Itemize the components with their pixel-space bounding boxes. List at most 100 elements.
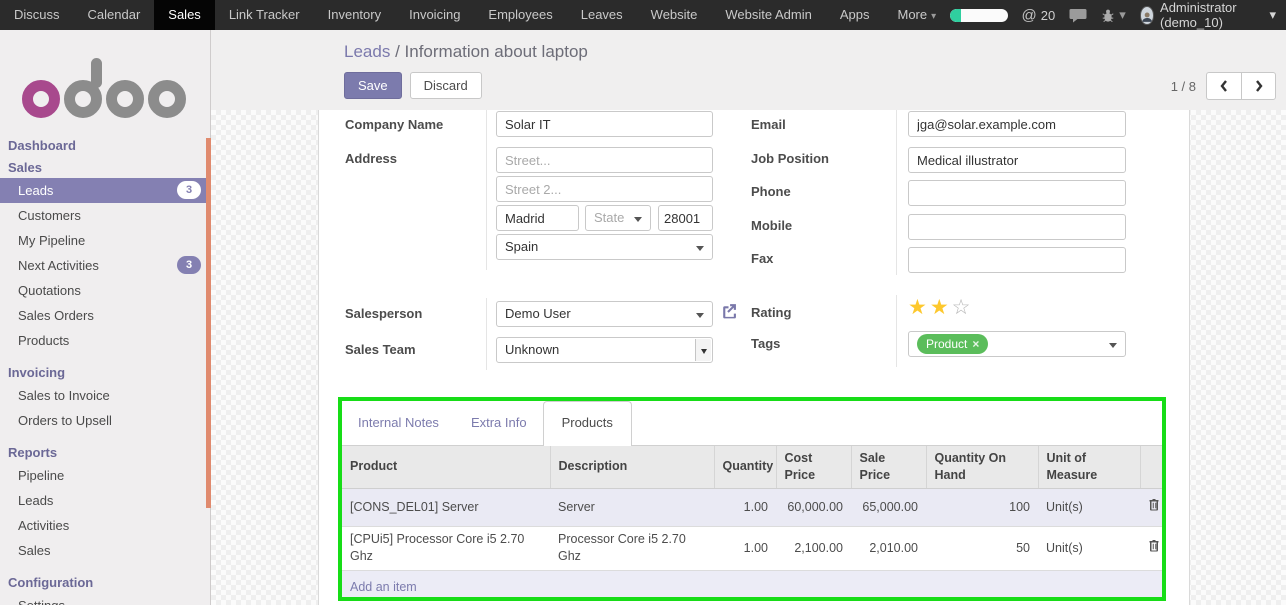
add-item-link[interactable]: Add an item [342,570,1162,597]
col-actions [1140,446,1162,489]
odoo-logo[interactable] [22,58,186,118]
star-empty-icon[interactable]: ☆ [951,296,974,319]
table-row[interactable]: [CONS_DEL01] Server Server 1.00 60,000.0… [342,488,1162,527]
cell-uom[interactable]: Unit(s) [1038,488,1140,527]
country-field[interactable]: Spain [496,234,713,260]
phone-field[interactable] [908,180,1126,206]
nav-item-inventory[interactable]: Inventory [327,7,382,22]
cell-quantity[interactable]: 1.00 [714,526,776,571]
top-navbar: Discuss Calendar Sales Link Tracker Inve… [0,0,1286,30]
nav-item-more[interactable]: More ▾ [884,0,951,30]
sidebar-item-my-pipeline[interactable]: My Pipeline [18,233,86,248]
cell-description[interactable]: Processor Core i5 2.70 Ghz [550,526,714,571]
cell-cost-price[interactable]: 2,100.00 [776,526,851,571]
cell-quantity[interactable]: 1.00 [714,488,776,527]
nav-item-website-admin[interactable]: Website Admin [725,7,812,22]
nav-item-apps[interactable]: Apps [839,7,870,22]
fax-field[interactable] [908,247,1126,273]
discard-button[interactable]: Discard [409,72,482,99]
tab-extra-info[interactable]: Extra Info [470,415,527,430]
col-sale-price: Sale Price [851,446,927,489]
nav-item-link-tracker[interactable]: Link Tracker [228,7,300,22]
tag-product: Product × [917,334,989,354]
sidebar-section-configuration: Configuration [8,575,94,590]
nav-item-calendar[interactable]: Calendar [87,7,141,22]
email-field[interactable] [908,111,1126,137]
nav-item-sales[interactable]: Sales [154,0,215,30]
sidebar-item-activities[interactable]: Activities [18,518,70,533]
table-row[interactable]: [CPUi5] Processor Core i5 2.70 Ghz Proce… [342,526,1162,571]
street2-field[interactable] [496,176,713,202]
sidebar-item-report-leads[interactable]: Leads [18,493,54,508]
sidebar-item-label: Leads [18,183,54,198]
company-name-field[interactable] [496,111,713,137]
highlight-box: Internal Notes Extra Info Products Produ… [338,397,1166,601]
chevron-down-icon [634,217,642,222]
nav-item-leaves[interactable]: Leaves [580,7,623,22]
delete-row-icon[interactable] [1140,526,1162,571]
breadcrumb-separator: / [395,42,400,61]
sidebar-item-leads[interactable]: 3 Leads [0,178,210,203]
mobile-field[interactable] [908,214,1126,240]
nav-item-discuss[interactable]: Discuss [14,7,60,22]
sidebar-item-sales-to-invoice[interactable]: Sales to Invoice [18,388,110,403]
sidebar-item-products[interactable]: Products [18,333,70,348]
cell-product[interactable]: [CONS_DEL01] Server [342,488,550,527]
user-name: Administrator (demo_10) [1160,0,1237,30]
sidebar-item-quotations[interactable]: Quotations [18,283,81,298]
save-button[interactable]: Save [344,72,402,99]
cell-qty-on-hand[interactable]: 50 [926,526,1038,571]
tags-field[interactable]: Product × [908,331,1126,357]
inbox-counter[interactable]: @ 20 [1022,7,1056,24]
chevron-down-icon: ▾ [1269,7,1276,22]
salesperson-field[interactable]: Demo User [496,301,713,327]
breadcrumb-leads-link[interactable]: Leads [344,42,391,61]
user-menu[interactable]: Administrator (demo_10) ▾ [1139,0,1276,30]
star-filled-icon[interactable]: ★ [929,296,952,319]
sidebar-item-orders-to-upsell[interactable]: Orders to Upsell [18,413,112,428]
cell-sale-price[interactable]: 65,000.00 [851,488,926,527]
cell-qty-on-hand[interactable]: 100 [926,488,1038,527]
pager-previous-button[interactable] [1206,72,1241,100]
nav-item-employees[interactable]: Employees [488,7,553,22]
delete-row-icon[interactable] [1140,488,1162,527]
street-field[interactable] [496,147,713,173]
sidebar-item-report-sales[interactable]: Sales [18,543,51,558]
chat-icon[interactable] [1069,8,1087,23]
cell-cost-price[interactable]: 60,000.00 [776,488,851,527]
logo-ring-o3 [148,80,186,118]
add-item-row[interactable]: Add an item [342,570,1162,597]
page-title: Information about laptop [404,42,588,61]
cell-uom[interactable]: Unit(s) [1038,526,1140,571]
cell-description[interactable]: Server [550,488,714,527]
sidebar-item-settings[interactable]: Settings [0,593,210,605]
cell-product[interactable]: [CPUi5] Processor Core i5 2.70 Ghz [342,526,550,571]
sidebar-section-invoicing: Invoicing [8,365,66,380]
state-field[interactable]: State [585,205,651,231]
tag-close-icon[interactable]: × [972,337,980,351]
tab-products[interactable]: Products [542,401,632,446]
sidebar-section-reports: Reports [8,445,58,460]
phone-label: Phone [751,184,791,199]
star-filled-icon[interactable]: ★ [908,296,930,319]
timer-progress-bar[interactable] [950,8,1008,22]
notebook-tabs: Internal Notes Extra Info Products [342,401,1162,446]
cell-sale-price[interactable]: 2,010.00 [851,526,926,571]
nav-item-website[interactable]: Website [650,7,698,22]
sales-team-select[interactable]: Unknown [496,337,713,363]
sidebar-item-next-activities[interactable]: 3 Next Activities [0,253,210,278]
tab-internal-notes[interactable]: Internal Notes [358,415,439,430]
debug-menu[interactable]: ▾ [1101,7,1126,23]
sidebar-item-sales-orders[interactable]: Sales Orders [18,308,94,323]
email-label: Email [751,117,786,132]
sidebar-item-dashboard[interactable]: Dashboard [8,138,76,153]
nav-item-invoicing[interactable]: Invoicing [409,7,461,22]
job-position-field[interactable] [908,147,1126,173]
city-field[interactable] [496,205,579,231]
sidebar-scrollbar-thumb[interactable] [206,138,211,508]
zip-field[interactable] [658,205,713,231]
sidebar-item-pipeline[interactable]: Pipeline [18,468,65,483]
sidebar-item-customers[interactable]: Customers [18,208,81,223]
pager-next-button[interactable] [1241,72,1276,100]
external-link-icon[interactable] [720,303,737,323]
